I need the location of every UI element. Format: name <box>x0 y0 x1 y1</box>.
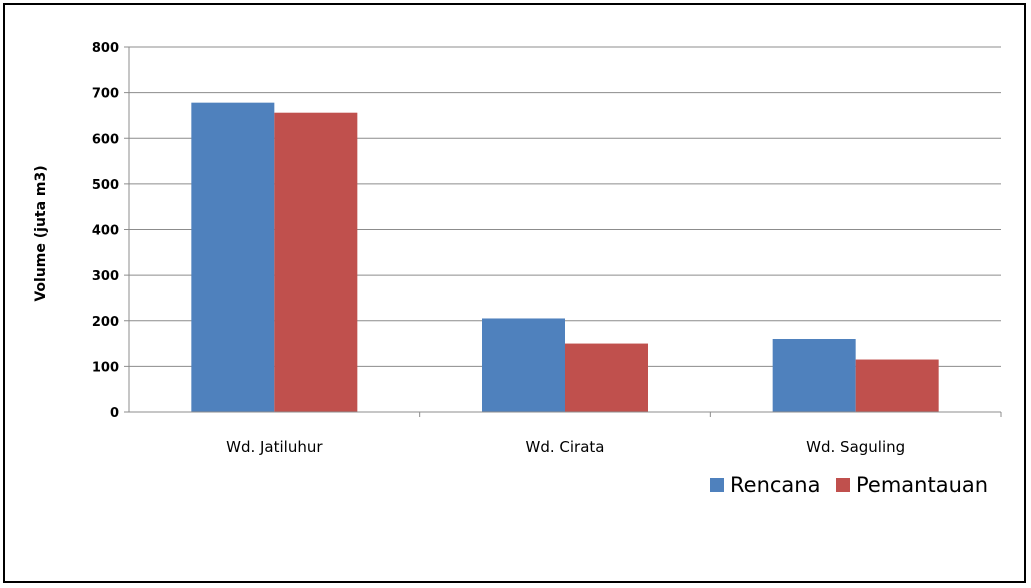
bar-rencana-0 <box>191 102 275 412</box>
legend-label-pemantauan: Pemantauan <box>856 473 988 497</box>
y-tick-label: 100 <box>92 360 119 375</box>
bar-pemantauan-2 <box>855 359 939 412</box>
tick-labels: 0 100 200 300 400 500 600 700 800 Wd. Jatiluhur Wd… <box>92 41 1002 456</box>
x-category-label: Wd. Saguling <box>806 438 905 456</box>
legend-swatch-rencana <box>710 478 724 492</box>
y-tick-label: 800 <box>92 41 119 56</box>
y-tick-label: 400 <box>92 224 119 239</box>
bar-chart: 0 100 200 300 400 500 600 700 800 Wd. Jatiluhur Wd… <box>33 41 1002 497</box>
y-tick-label: 0 <box>110 406 119 421</box>
x-category-label: Wd. Cirata <box>526 438 605 456</box>
x-category-label: Wd. Jatiluhur <box>226 438 323 456</box>
y-tick-label: 300 <box>92 269 119 284</box>
y-axis-title: Volume (juta m3) <box>33 165 49 301</box>
y-tick-label: 600 <box>92 132 119 147</box>
legend-label-rencana: Rencana <box>730 473 820 497</box>
legend: Rencana Pemantauan <box>710 473 988 497</box>
legend-swatch-pemantauan <box>836 478 850 492</box>
bar-pemantauan-0 <box>274 112 358 412</box>
bar-rencana-1 <box>482 318 565 412</box>
bar-pemantauan-1 <box>565 343 648 412</box>
chart-frame: 0 100 200 300 400 500 600 700 800 Wd. Jatiluhur Wd… <box>3 3 1026 583</box>
y-tick-label: 500 <box>92 178 119 193</box>
y-tick-label: 200 <box>92 315 119 330</box>
bars <box>191 102 939 412</box>
bar-rencana-2 <box>772 339 856 412</box>
y-tick-label: 700 <box>92 87 119 102</box>
